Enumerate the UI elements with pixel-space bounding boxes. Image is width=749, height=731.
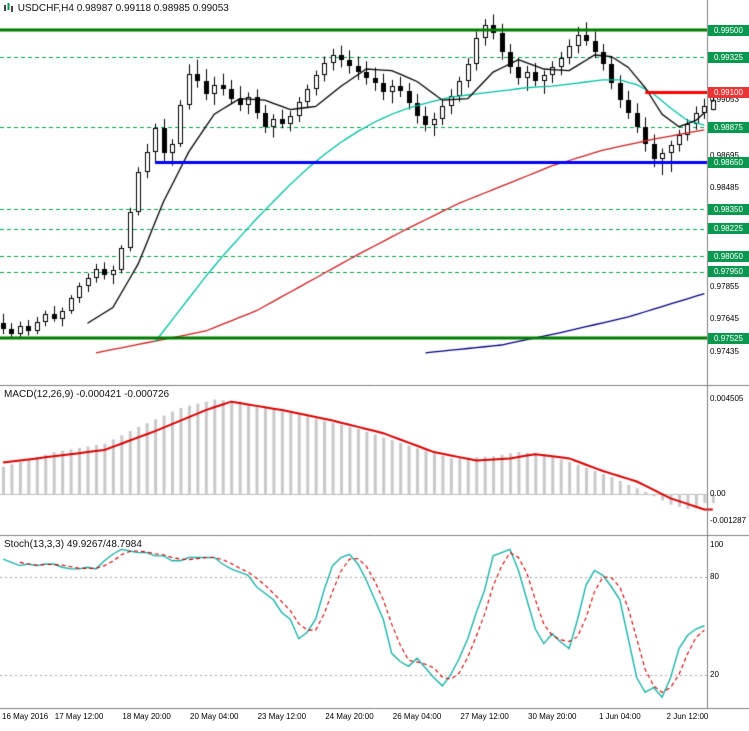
ohlc-readout: 0.98987 0.99118 0.98985 0.99053 [76,3,229,14]
macd-header: MACD(12,26,9) -0.000421 -0.000726 [4,389,169,400]
stoch-header: Stoch(13,3,3) 49.9267/48.7984 [4,539,142,550]
macd-values: -0.000421 -0.000726 [76,389,170,400]
chart-type-icon [4,3,13,15]
stoch-label: Stoch(13,3,3) [4,539,65,550]
macd-label: MACD(12,26,9) [4,389,74,400]
stoch-values: 49.9267/48.7984 [66,539,142,550]
symbol-timeframe: USDCHF,H4 [17,3,74,14]
chart-header: USDCHF,H4 0.98987 0.99118 0.98985 0.9905… [4,3,229,15]
